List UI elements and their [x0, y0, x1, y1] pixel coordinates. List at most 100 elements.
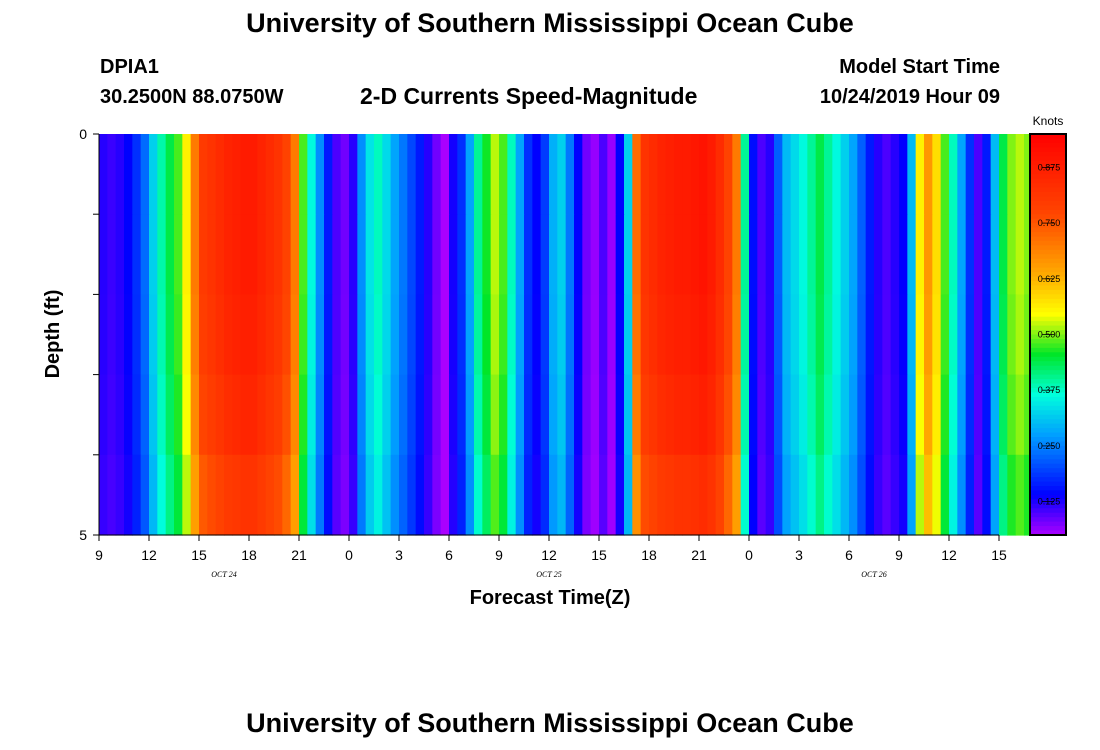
colorbar-segment: [1030, 436, 1066, 443]
heatmap-cell: [857, 294, 867, 376]
heatmap-cell: [540, 454, 550, 536]
heatmap-cell: [607, 454, 617, 536]
colorbar-segment: [1030, 142, 1066, 148]
heatmap-cell: [799, 374, 808, 456]
heatmap-cell: [757, 454, 767, 536]
heatmap-cell: [482, 214, 492, 295]
heatmap-cell: [924, 454, 933, 536]
x-tick-label: 0: [745, 547, 753, 563]
heatmap-cell: [365, 214, 375, 295]
heatmap-cell: [374, 294, 383, 376]
colorbar-segment: [1030, 236, 1066, 242]
heatmap-cell: [524, 294, 533, 376]
heatmap-cell: [607, 214, 617, 295]
heatmap-cell: [124, 294, 133, 376]
heatmap-cell: [607, 374, 617, 456]
heatmap-cell: [657, 134, 667, 215]
heatmap-cell: [457, 454, 467, 536]
heatmap-cell: [807, 454, 817, 536]
heatmap-cell: [940, 374, 950, 456]
heatmap-cell: [324, 134, 333, 215]
heatmap-cell: [965, 134, 975, 215]
heatmap-cell: [982, 214, 992, 295]
heatmap-cell: [432, 294, 442, 376]
colorbar-tick-label: 0.875: [1038, 162, 1061, 172]
heatmap-cell: [724, 374, 733, 456]
heatmap-cell: [874, 374, 883, 456]
heatmap-cell: [707, 294, 717, 376]
heatmap-cell: [824, 214, 833, 295]
colorbar-segment: [1030, 307, 1066, 313]
colorbar-segment: [1030, 410, 1066, 416]
colorbar-segment: [1030, 303, 1066, 309]
colorbar-segment: [1030, 472, 1066, 478]
heatmap-cell: [874, 454, 883, 536]
heatmap-cell: [165, 134, 175, 215]
heatmap-cell: [649, 454, 658, 536]
station-coordinates: 30.2500N 88.0750W: [100, 86, 284, 108]
heatmap-cell: [982, 374, 992, 456]
heatmap-cells: [99, 134, 1050, 536]
heatmap-cell: [949, 214, 958, 295]
heatmap-cell: [282, 294, 292, 376]
heatmap-cell: [807, 294, 817, 376]
heatmap-cell: [457, 374, 467, 456]
colorbar-segment: [1030, 191, 1066, 197]
heatmap-cell: [499, 214, 508, 295]
heatmap-cell: [774, 374, 783, 456]
heatmap-cell: [832, 294, 842, 376]
x-tick-label: 6: [845, 547, 853, 563]
heatmap-cell: [749, 134, 758, 215]
heatmap-cell: [1007, 454, 1017, 536]
heatmap-cell: [632, 454, 642, 536]
heatmap-cell: [732, 134, 742, 215]
heatmap-cell: [540, 134, 550, 215]
model-start-value: 10/24/2019 Hour 09: [819, 86, 1000, 108]
y-axis: 05: [79, 126, 100, 543]
heatmap-cell: [890, 134, 900, 215]
heatmap-cell: [890, 454, 900, 536]
heatmap-cell: [307, 374, 317, 456]
heatmap-cell: [574, 294, 583, 376]
heatmap-cell: [749, 454, 758, 536]
heatmap-cell: [690, 374, 700, 456]
heatmap-cell: [374, 214, 383, 295]
colorbar-segment: [1030, 356, 1066, 362]
chart-title: 2-D Currents Speed-Magnitude: [360, 83, 698, 109]
heatmap-cell: [240, 134, 250, 215]
heatmap-cell: [724, 134, 733, 215]
heatmap-cell: [557, 294, 567, 376]
heatmap-cell: [149, 374, 158, 456]
heatmap-cell: [915, 214, 925, 295]
heatmap-cell: [1007, 294, 1017, 376]
heatmap-cell: [632, 374, 642, 456]
heatmap-cell: [599, 454, 608, 536]
heatmap-cell: [882, 454, 892, 536]
colorbar-segment: [1030, 423, 1066, 429]
page-title: University of Southern Mississippi Ocean…: [246, 8, 854, 38]
colorbar-segment: [1030, 405, 1066, 411]
heatmap-cell: [715, 214, 725, 295]
heatmap-cell: [349, 374, 358, 456]
heatmap-cell: [590, 454, 600, 536]
heatmap-cell: [465, 134, 475, 215]
heatmap-cell: [999, 454, 1008, 536]
heatmap-cell: [732, 214, 742, 295]
heatmap-cell: [107, 374, 117, 456]
heatmap-cell: [490, 134, 500, 215]
colorbar-segment: [1030, 289, 1066, 295]
heatmap-cell: [832, 214, 842, 295]
heatmap-cell: [999, 214, 1008, 295]
heatmap-cell: [307, 294, 317, 376]
colorbar-frame: [1029, 133, 1067, 536]
heatmap-cell: [232, 294, 242, 376]
heatmap-cell: [274, 294, 283, 376]
heatmap-cell: [907, 134, 917, 215]
heatmap-cell: [207, 374, 217, 456]
heatmap-cell: [699, 454, 708, 536]
heatmap-cell: [540, 294, 550, 376]
x-tick-label: 21: [691, 547, 707, 563]
heatmap-cell: [524, 214, 533, 295]
heatmap-cell: [957, 134, 967, 215]
heatmap-cell: [540, 214, 550, 295]
